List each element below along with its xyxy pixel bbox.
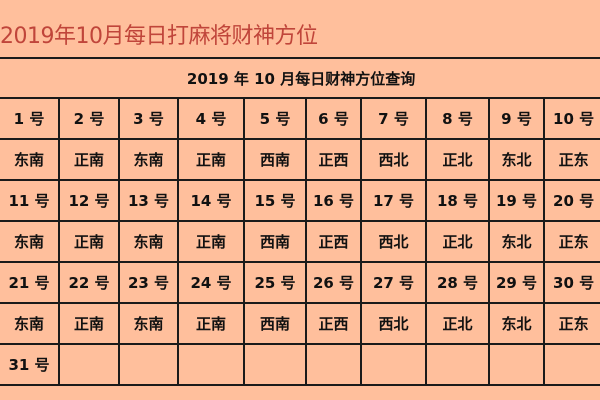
day-cell: 8 号	[425, 97, 490, 140]
day-cell	[118, 343, 179, 386]
direction-cell: 西北	[360, 220, 427, 263]
day-cell	[177, 343, 245, 386]
direction-cell: 正南	[177, 138, 245, 181]
direction-cell: 正东	[542, 138, 600, 181]
direction-cell: 东南	[118, 302, 179, 345]
direction-cell: 正北	[425, 220, 490, 263]
day-cell	[360, 343, 427, 386]
day-row: 21 号 22 号 23 号 24 号 25 号 26 号 27 号 28 号 29 号 30 号	[0, 261, 600, 304]
page-title: 2019年10月每日打麻将财神方位	[0, 24, 318, 49]
direction-cell: 正西	[305, 302, 362, 345]
day-cell: 29 号	[488, 261, 545, 304]
direction-cell: 正北	[425, 302, 490, 345]
direction-cell: 正南	[58, 138, 120, 181]
day-cell	[243, 343, 307, 386]
day-cell: 19 号	[488, 179, 545, 222]
day-cell: 15 号	[243, 179, 307, 222]
direction-cell: 东南	[0, 302, 60, 345]
day-cell: 6 号	[305, 97, 362, 140]
direction-cell: 正南	[58, 220, 120, 263]
direction-cell: 东北	[488, 220, 545, 263]
day-cell: 22 号	[58, 261, 120, 304]
day-cell: 26 号	[305, 261, 362, 304]
day-cell	[58, 343, 120, 386]
day-cell: 14 号	[177, 179, 245, 222]
day-cell	[488, 343, 545, 386]
day-cell: 2 号	[58, 97, 120, 140]
day-cell: 5 号	[243, 97, 307, 140]
direction-cell: 正西	[305, 220, 362, 263]
direction-row: 东南 正南 东南 正南 西南 正西 西北 正北 东北 正东	[0, 138, 600, 181]
day-cell: 13 号	[118, 179, 179, 222]
day-cell: 11 号	[0, 179, 60, 222]
day-cell: 18 号	[425, 179, 490, 222]
day-cell: 24 号	[177, 261, 245, 304]
day-row: 31 号	[0, 343, 600, 386]
direction-cell: 正南	[177, 220, 245, 263]
day-cell	[542, 343, 600, 386]
day-cell: 7 号	[360, 97, 427, 140]
day-cell: 23 号	[118, 261, 179, 304]
direction-cell: 西南	[243, 220, 307, 263]
direction-cell: 正西	[305, 138, 362, 181]
direction-cell: 正东	[542, 220, 600, 263]
direction-cell: 西北	[360, 138, 427, 181]
day-cell: 31 号	[0, 343, 60, 386]
direction-cell: 东南	[118, 220, 179, 263]
day-cell: 17 号	[360, 179, 427, 222]
day-cell: 3 号	[118, 97, 179, 140]
direction-cell: 正东	[542, 302, 600, 345]
table-header: 2019 年 10 月每日财神方位查询	[0, 57, 600, 99]
direction-cell: 东南	[118, 138, 179, 181]
day-cell: 21 号	[0, 261, 60, 304]
day-cell: 9 号	[488, 97, 545, 140]
day-cell: 16 号	[305, 179, 362, 222]
direction-row: 东南 正南 东南 正南 西南 正西 西北 正北 东北 正东	[0, 302, 600, 345]
direction-cell: 东南	[0, 138, 60, 181]
direction-cell: 东南	[0, 220, 60, 263]
day-cell	[305, 343, 362, 386]
direction-row: 东南 正南 东南 正南 西南 正西 西北 正北 东北 正东	[0, 220, 600, 263]
day-cell: 30 号	[542, 261, 600, 304]
direction-cell: 正北	[425, 138, 490, 181]
day-cell: 20 号	[542, 179, 600, 222]
day-row: 11 号 12 号 13 号 14 号 15 号 16 号 17 号 18 号 19 号 20 号	[0, 179, 600, 222]
direction-cell: 东北	[488, 302, 545, 345]
direction-cell: 正南	[177, 302, 245, 345]
direction-cell: 正南	[58, 302, 120, 345]
day-cell: 1 号	[0, 97, 60, 140]
direction-cell: 西北	[360, 302, 427, 345]
day-cell: 25 号	[243, 261, 307, 304]
direction-cell: 东北	[488, 138, 545, 181]
day-cell: 27 号	[360, 261, 427, 304]
day-cell: 28 号	[425, 261, 490, 304]
day-cell: 4 号	[177, 97, 245, 140]
direction-cell: 西南	[243, 138, 307, 181]
day-cell: 10 号	[542, 97, 600, 140]
direction-cell: 西南	[243, 302, 307, 345]
day-cell	[425, 343, 490, 386]
day-cell: 12 号	[58, 179, 120, 222]
